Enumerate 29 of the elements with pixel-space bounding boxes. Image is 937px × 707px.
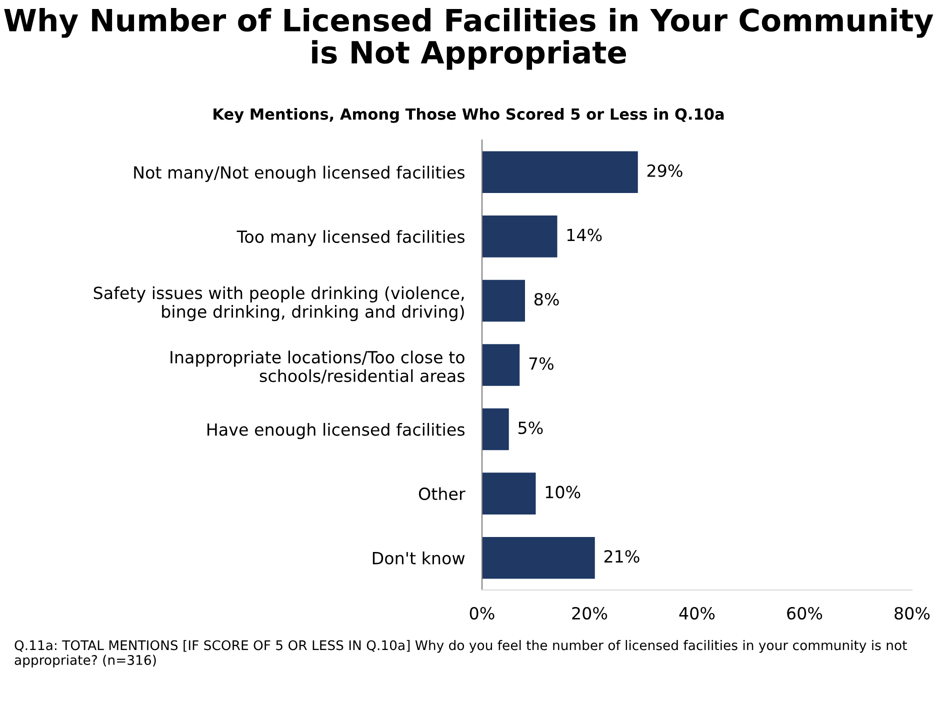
- data-label: 7%: [529, 357, 554, 370]
- y-tick-label: Too many licensed facilities: [236, 230, 465, 246]
- data-label: 10%: [546, 486, 580, 498]
- y-tick-label: Don't know: [372, 552, 465, 564]
- x-tick-label: 0%: [470, 606, 494, 620]
- bar: [482, 344, 520, 386]
- bar: [482, 216, 558, 258]
- x-tick-label: 80%: [894, 606, 930, 620]
- y-tick-label: Not many/Not enough licensed facilities: [134, 166, 465, 182]
- bar: [482, 536, 595, 579]
- chart-subtitle: Key Mentions, Among Those Who Scored 5 or Less in Q.10a: [214, 108, 724, 123]
- data-label: 21%: [604, 550, 640, 563]
- bar: [482, 280, 525, 322]
- bar: [482, 151, 638, 194]
- data-label: 5%: [518, 422, 543, 434]
- chart-title: Why Number of Licensed Facilities in Your Community is Not Appropriate: [4, 8, 934, 70]
- x-tick-label: 40%: [679, 606, 715, 620]
- y-tick-label: Safety issues with people drinking (violence, binge drinking, drinking and driving): [94, 286, 464, 322]
- y-tick-label: Other: [418, 487, 466, 500]
- text: Q.11a: TOTAL MENTIONS [IF SCORE OF 5 OR LESS IN Q.10a] Why do you feel the number of licensed facilities in your community is not appropriate? (n=316): [14, 640, 907, 668]
- x-tick-label: 20%: [572, 606, 608, 620]
- y-tick-label: Inappropriate locations/Too close to schools/residential areas: [170, 350, 465, 384]
- data-label: 29%: [647, 164, 682, 177]
- x-tick-label: 60%: [787, 606, 822, 620]
- data-label: 14%: [567, 228, 602, 242]
- data-label: 8%: [534, 292, 559, 306]
- y-tick-label: Have enough licensed facilities: [207, 422, 465, 440]
- bar: [482, 472, 536, 514]
- bar: [482, 408, 509, 450]
